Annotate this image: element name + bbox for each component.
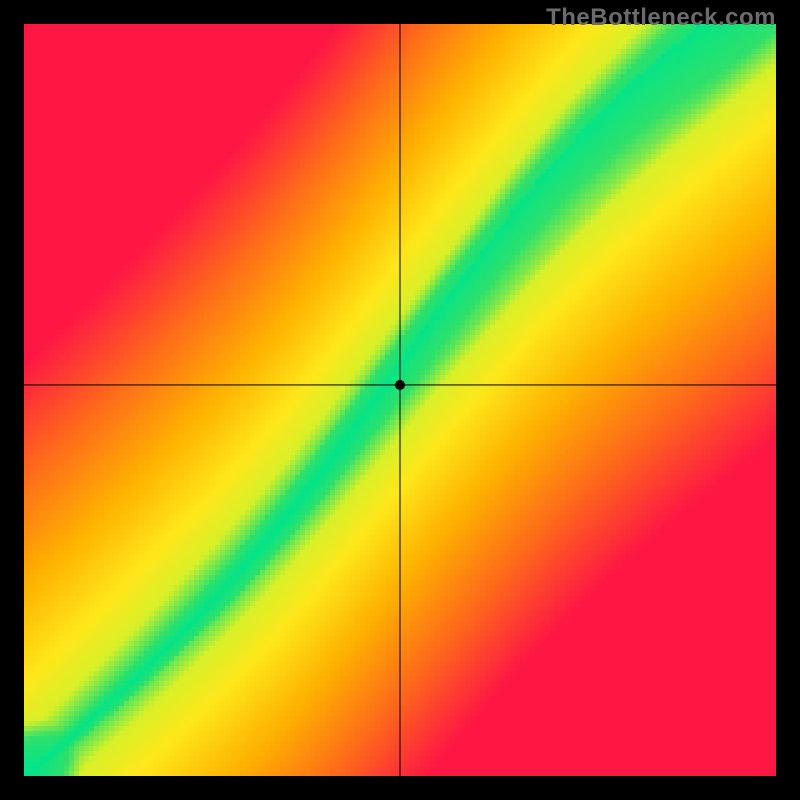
- bottleneck-heatmap: [0, 0, 800, 800]
- chart-container: TheBottleneck.com: [0, 0, 800, 800]
- watermark-text: TheBottleneck.com: [546, 4, 776, 32]
